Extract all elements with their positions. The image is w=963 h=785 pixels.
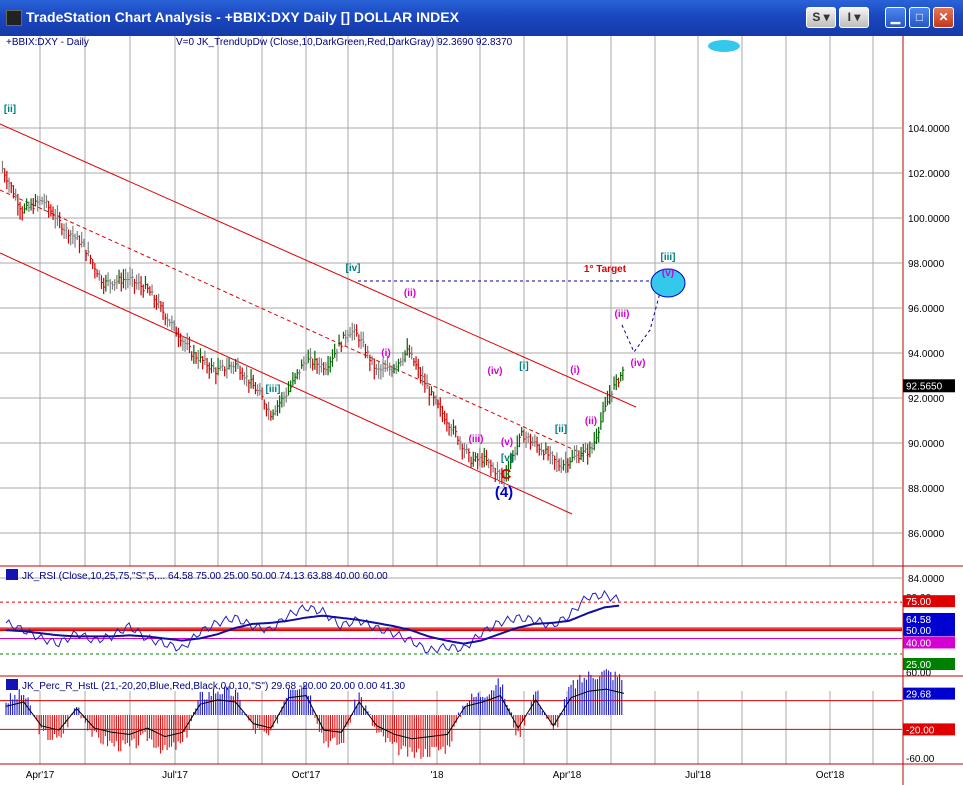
window-title: TradeStation Chart Analysis - +BBIX:DXY … <box>26 9 459 25</box>
percent-r-level-value: -20.00 <box>906 725 935 736</box>
indicator-label: V=0 JK_TrendUpDw (Close,10,DarkGreen,Red… <box>176 37 513 48</box>
wave-label: (iii) <box>615 309 630 320</box>
rsi-label: JK_RSI (Close,10,25,75,"S",5,... 64.58 7… <box>22 571 388 582</box>
price-tick-label: 96.0000 <box>908 304 945 315</box>
close-button[interactable]: ✕ <box>933 7 954 28</box>
price-series <box>1 160 625 488</box>
price-tick-label: 88.0000 <box>908 484 945 495</box>
i-button[interactable]: I ▾ <box>839 7 869 28</box>
percent-r-level-value: 29.68 <box>906 690 931 701</box>
wave-label: [v] <box>501 453 513 464</box>
price-tick-label: 100.0000 <box>908 214 950 225</box>
price-tick-label: 84.0000 <box>908 574 945 585</box>
rsi-level-badge <box>903 636 955 649</box>
percent-r-icon <box>6 679 18 690</box>
axes: 104.0000 102.0000 100.0000 98.0000 96.0000 94… <box>0 36 963 785</box>
wave-label: (ii) <box>404 288 416 299</box>
x-tick-label: Apr'17 <box>26 770 55 781</box>
wave-annotations: [ii] [iii] [iv] (ii) (i) (iv) (iii) (v) [v] C(4) [… <box>4 104 676 501</box>
top-ellipse <box>708 40 740 52</box>
projection-path <box>621 273 666 353</box>
rsi-level-value: 25.00 <box>906 660 931 671</box>
wave-label: (iv) <box>488 366 503 377</box>
rsi-level-value: 50.00 <box>906 626 931 637</box>
wave-label: (iv) <box>631 358 646 369</box>
price-tick-label: 90.0000 <box>908 439 945 450</box>
x-tick-label: Jul'18 <box>685 770 711 781</box>
x-tick-label: '18 <box>430 770 443 781</box>
wave-label: (v) <box>501 437 513 448</box>
rsi-level-badge <box>903 658 955 670</box>
symbol-label: +BBIX:DXY - Daily <box>6 37 89 48</box>
percent-r-level-badge <box>903 687 955 700</box>
rsi-average-line <box>5 604 620 645</box>
wave-label: (ii) <box>585 416 597 427</box>
price-tick-label: 104.0000 <box>908 124 950 135</box>
x-tick-label: Oct'17 <box>292 770 321 781</box>
percent-r-level-badge <box>903 723 955 736</box>
percent-r-tick-label: -60.00 <box>906 754 935 765</box>
percent-r-tick-label: 60.00 <box>906 668 931 679</box>
wave-label: [iii] <box>661 252 676 263</box>
channel-upper-line <box>0 123 637 408</box>
minimize-button[interactable]: ▁ <box>885 7 906 28</box>
price-tick-label: 98.0000 <box>908 259 945 270</box>
title-bar: TradeStation Chart Analysis - +BBIX:DXY … <box>0 0 963 36</box>
wave-label: [i] <box>519 361 528 372</box>
wave-label: (v) <box>662 268 674 279</box>
target-ellipse <box>650 268 686 298</box>
chart-area[interactable]: [ii] [iii] [iv] (ii) (i) (iv) (iii) (v) [v] C(4) [… <box>0 36 963 785</box>
percent-r-signal-line <box>5 688 625 740</box>
last-price-badge <box>903 379 955 393</box>
channel-mid-line <box>0 189 589 457</box>
wave-label: (iii) <box>469 434 484 445</box>
last-price-value: 92.5650 <box>906 381 943 392</box>
rsi-level-value: 40.00 <box>906 638 931 649</box>
s-button[interactable]: S ▾ <box>806 7 836 28</box>
x-tick-label: Apr'18 <box>553 770 582 781</box>
x-tick-label: Jul'17 <box>162 770 188 781</box>
channel-lower-line <box>0 252 573 515</box>
wave-label: [ii] <box>555 424 567 435</box>
price-tick-label: 92.0000 <box>908 394 945 405</box>
wave-label: (4) <box>495 484 513 501</box>
rsi-icon <box>6 569 18 580</box>
percent-r-label: JK_Perc_R_HstL (21,-20,20,Blue,Red,Black… <box>22 681 406 692</box>
x-tick-label: Oct'18 <box>816 770 845 781</box>
percent-r-panel: 60.00 -60.00 29.68 -20.00 <box>0 668 955 765</box>
trend-channels <box>0 40 740 515</box>
maximize-button[interactable]: □ <box>909 7 930 28</box>
price-tick-label: 102.0000 <box>908 169 950 180</box>
rsi-level-value: 64.58 <box>906 615 931 626</box>
wave-label: 1° Target <box>584 264 627 275</box>
wave-label: [iv] <box>346 263 361 274</box>
wave-label: (i) <box>381 348 390 359</box>
price-tick-label: 86.0000 <box>908 529 945 540</box>
wave-label: (i) <box>570 365 579 376</box>
rsi-level-value: 75.00 <box>906 597 931 608</box>
panel-labels: +BBIX:DXY - Daily V=0 JK_TrendUpDw (Clos… <box>6 37 513 692</box>
wave-label: [ii] <box>4 104 16 115</box>
price-tick-label: 94.0000 <box>908 349 945 360</box>
wave-label: [iii] <box>266 384 281 395</box>
rsi-level-badge <box>903 624 955 637</box>
rsi-level-badge <box>903 612 955 625</box>
wave-label: C <box>501 466 512 483</box>
app-icon[interactable] <box>6 10 22 26</box>
rsi-level-badge <box>903 595 955 608</box>
